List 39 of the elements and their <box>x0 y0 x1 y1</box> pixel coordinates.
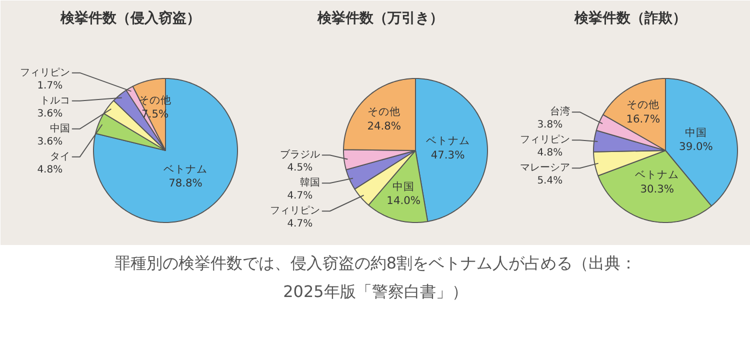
slice-label: タイ <box>50 151 70 162</box>
data-label: 4.5% <box>287 162 313 174</box>
data-label: 30.3% <box>640 182 674 196</box>
data-label: 14.0% <box>386 194 421 208</box>
slice-label: その他 <box>138 93 172 106</box>
data-label: 24.8% <box>367 119 402 132</box>
chart-title: 検挙件数（万引き） <box>316 10 444 26</box>
slice-label: 台湾 <box>550 106 570 118</box>
data-label: 4.7% <box>287 190 313 202</box>
slice-label: ブラジル <box>280 148 320 161</box>
slice-label: 韓国 <box>300 176 320 189</box>
slice-label: ベトナム <box>635 168 680 182</box>
data-label: 5.4% <box>537 176 563 187</box>
slice-label: フィリピン <box>520 134 570 146</box>
slice-label: その他 <box>368 105 401 118</box>
data-label: 78.8% <box>168 176 202 190</box>
data-label: 39.0% <box>679 140 713 154</box>
slice-label: 中国 <box>684 126 707 139</box>
slice-label: トルコ <box>40 95 70 106</box>
slice-label: ベトナム <box>164 162 208 176</box>
data-label: 16.7% <box>626 112 660 126</box>
data-label: 3.8% <box>537 120 563 131</box>
data-label: 4.8% <box>37 164 63 176</box>
data-label: 3.6% <box>37 108 63 120</box>
data-label: 4.7% <box>287 218 313 230</box>
text: 罪種別の検挙件数では、侵入窃盗の約8割をベトナム人が占める（出典： 2025年版「警察白書」） <box>114 254 637 301</box>
slice-label: 中国 <box>392 180 415 193</box>
data-label: 1.7% <box>37 80 63 92</box>
slice-label: ベトナム <box>426 134 470 148</box>
data-label: 4.8% <box>537 148 563 159</box>
slice-label: フィリピン <box>20 67 70 78</box>
slice-label: 中国 <box>50 122 70 134</box>
data-label: 3.6% <box>37 136 63 148</box>
slice-label: マレーシア <box>520 162 570 174</box>
data-label: 47.3% <box>430 148 465 162</box>
chart-title: 検挙件数（侵入窃盗） <box>60 10 200 26</box>
slice-label: その他 <box>626 98 660 112</box>
chart-title: 検挙件数（詐欺） <box>574 10 686 26</box>
slice-label: フィリピン <box>270 206 320 217</box>
